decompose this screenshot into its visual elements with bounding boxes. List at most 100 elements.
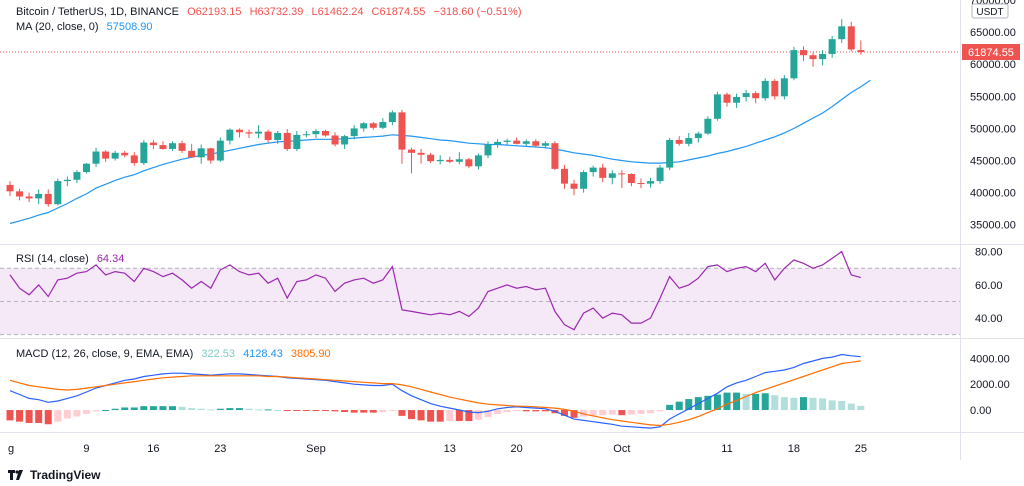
candle-body [494,141,502,145]
macd-histogram-bar [216,408,224,411]
candle-body [455,159,463,162]
tradingview-logo-icon [8,470,23,480]
candle-body [627,174,635,183]
macd-histogram-bar [197,408,205,411]
macd-histogram-bar [599,410,607,416]
macd-histogram-bar [656,410,664,412]
candle-body [398,112,406,150]
macd-histogram-bar [704,395,712,411]
macd-histogram-bar [6,410,14,421]
macd-histogram-bar [608,410,616,415]
candle-body [216,140,224,161]
macd-histogram-bar [149,406,157,411]
candle-body [92,151,100,164]
macd-histogram-bar [92,410,100,412]
time-tick-label: 9 [83,443,89,455]
macd-label: MACD (12, 26, close, 9, EMA, EMA) [16,348,194,360]
macd-histogram-bar [838,401,846,411]
candle-body [255,131,263,134]
candle-body [484,144,492,156]
macd-histogram-bar [73,410,81,417]
candle-body [350,128,358,137]
symbol-label: Bitcoin / TetherUS, 1D, BINANCE [16,6,180,18]
macd-histogram-bar [312,410,320,412]
close-value: C61874.55 [371,6,426,18]
candle-body [102,151,110,159]
price-tick-label: 55000.00 [970,91,1016,103]
candle-body [723,94,731,103]
macd-histogram-bar [321,410,329,412]
candle-body [599,167,607,178]
macd-histogram-bar [207,409,215,411]
candle-body [436,159,444,162]
macd-histogram-bar [293,410,301,412]
tradingview-logo-text: TradingView [30,468,101,482]
candle-body [666,139,674,168]
candle-body [733,96,741,103]
price-tick-label: 40000.00 [970,188,1016,200]
macd-histogram-bar [503,410,511,412]
macd-histogram-bar [54,410,62,422]
macd-histogram-bar [742,393,750,411]
macd-histogram-bar [685,399,693,411]
macd-histogram-bar [159,406,167,411]
candle-body [618,173,626,175]
macd-histogram-bar [647,410,655,414]
candle-body [388,112,396,122]
macd-histogram-bar [130,407,138,411]
candle-body [35,193,43,199]
macd-histogram-bar [63,410,71,419]
macd-histogram-bar [427,410,435,422]
time-tick-label: 13 [444,443,456,455]
candle-body [761,80,769,99]
macd-histogram-bar [723,392,731,411]
time-tick-label: Sep [306,443,326,455]
macd-histogram-bar [436,410,444,422]
macd-histogram-bar [819,398,827,411]
tradingview-logo[interactable]: TradingView [8,468,100,482]
macd-histogram-bar [522,410,530,412]
candle-body [713,94,721,119]
rsi-legend: RSI (14, close) 64.34 [16,252,129,266]
candle-body [560,168,568,184]
macd-histogram-bar [580,410,588,417]
time-tick-label: 23 [214,443,226,455]
main-legend: Bitcoin / TetherUS, 1D, BINANCE O62193.1… [16,5,527,19]
macd-histogram-bar [102,410,110,412]
candle-body [121,152,129,156]
candle-body [188,150,196,158]
time-tick-label: 11 [721,443,732,455]
candle-body [742,93,750,97]
price-tick-label: 45000.00 [970,156,1016,168]
macd-tick-label: 2000.00 [970,379,1010,391]
macd-histogram-bar [828,400,836,411]
candle-body [6,184,14,192]
macd-histogram-bar [408,410,416,420]
macd-value: 4128.43 [243,348,283,360]
high-value: H63732.39 [249,6,304,18]
candle-body [207,148,215,161]
candle-body [532,141,540,146]
open-value: O62193.15 [187,6,242,18]
low-value: L61462.24 [311,6,364,18]
macd-histogram-bar [302,410,310,412]
macd-histogram-bar [713,394,721,411]
candle-body [570,183,578,189]
candle-body [54,181,62,205]
macd-histogram-bar [494,410,502,414]
candle-body [321,130,329,136]
candle-body [799,50,807,56]
macd-tick-label: 4000.00 [970,353,1010,365]
macd-histogram-bar [560,410,568,416]
rsi-label: RSI (14, close) [16,253,89,265]
macd-histogram-bar [799,397,807,411]
macd-histogram-bar [169,406,177,411]
macd-histogram-bar [417,410,425,421]
candle-body [149,142,157,146]
candle-body [226,129,234,141]
ma-value: 57508.90 [106,21,153,33]
candle-body [16,191,24,197]
macd-histogram-bar [398,410,406,416]
macd-histogram-bar [627,410,635,415]
